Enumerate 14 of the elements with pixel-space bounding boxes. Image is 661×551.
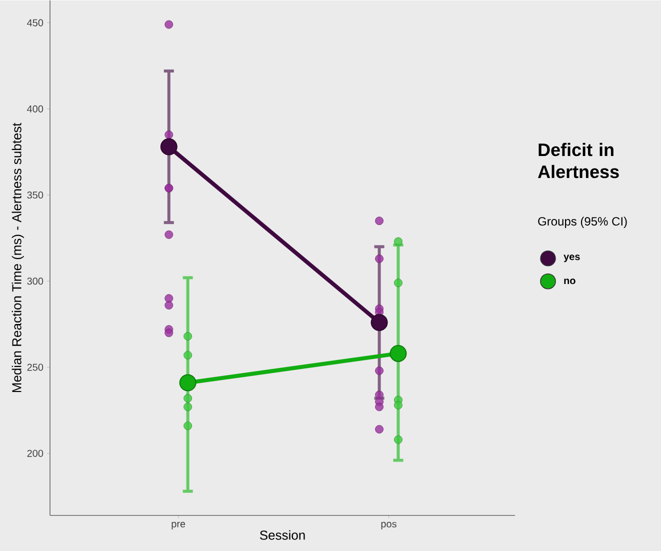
legend-label: no [564, 278, 576, 284]
y-tick-label: 400 [27, 105, 44, 112]
x-tick-label: pos [381, 522, 396, 530]
x-tick-label: pre [172, 522, 186, 530]
legend-title: Groups (95% CI) [538, 216, 627, 228]
y-tick-label: 450 [27, 19, 44, 26]
y-axis-title: Median Reaction Time (ms) - Alertness subtest [12, 122, 24, 392]
y-tick-label: 350 [27, 191, 44, 198]
x-axis-title: Session [260, 530, 305, 540]
legend-label: yes [564, 254, 580, 262]
y-tick-label: 200 [27, 450, 44, 457]
y-tick-label: 250 [27, 364, 44, 371]
y-tick-label: 300 [27, 277, 44, 284]
text: Deficit in Alertness [538, 142, 619, 178]
